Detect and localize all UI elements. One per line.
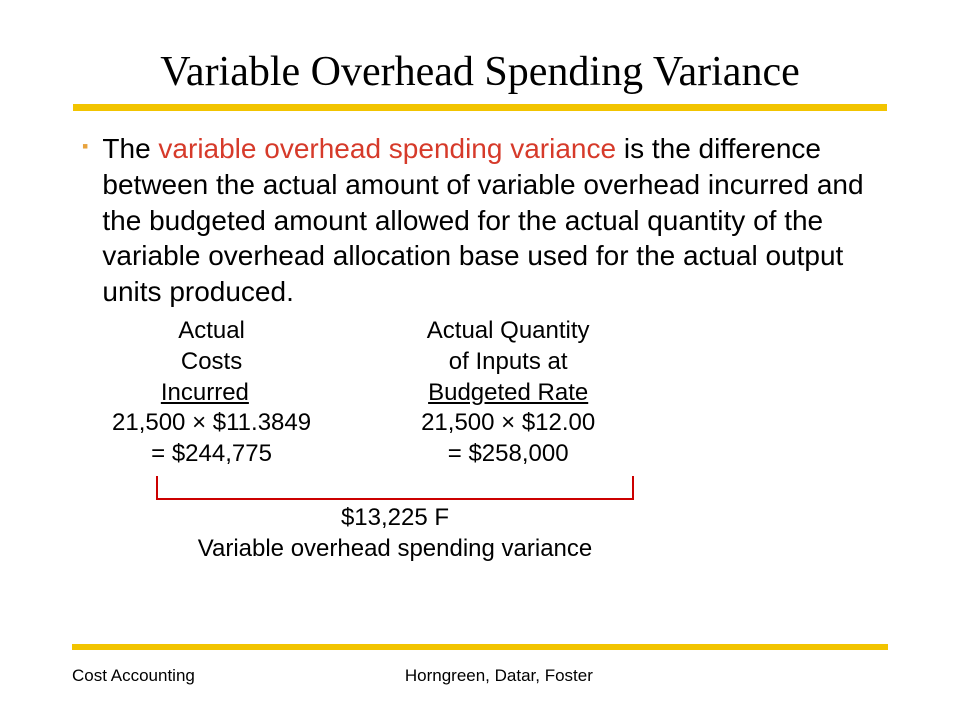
bullet-text: The variable overhead spending variance … (102, 131, 878, 310)
slide-title: Variable Overhead Spending Variance (72, 48, 888, 96)
title-divider (73, 104, 887, 111)
calc-left-result: = $244,775 (112, 439, 311, 470)
footer-right: Horngreen, Datar, Foster (405, 666, 593, 686)
calc-right-expr: 21,500 × $12.00 (421, 408, 595, 439)
variance-label: $13,225 F Variable overhead spending var… (156, 502, 634, 564)
variance-bracket: $13,225 F Variable overhead spending var… (156, 476, 634, 564)
calc-left-h3: Incurred (112, 378, 311, 409)
calc-right-h2: of Inputs at (421, 347, 595, 378)
variance-amount: $13,225 F (156, 502, 634, 533)
slide: Variable Overhead Spending Variance ▪ Th… (0, 0, 960, 720)
bullet-icon: ▪ (82, 137, 88, 155)
bullet-item: ▪ The variable overhead spending varianc… (72, 131, 888, 310)
bottom-divider (72, 644, 888, 650)
footer: Cost Accounting Horngreen, Datar, Foster (72, 666, 888, 686)
calc-left-h1: Actual (112, 316, 311, 347)
calculation-area: Actual Costs Incurred 21,500 × $11.3849 … (72, 316, 888, 470)
calc-left-column: Actual Costs Incurred 21,500 × $11.3849 … (112, 316, 311, 470)
calc-left-h2: Costs (112, 347, 311, 378)
footer-left: Cost Accounting (72, 666, 195, 686)
bracket-shape (156, 476, 634, 500)
bullet-highlight: variable overhead spending variance (158, 133, 616, 164)
variance-name: Variable overhead spending variance (156, 533, 634, 564)
bullet-prefix: The (102, 133, 158, 164)
calc-left-expr: 21,500 × $11.3849 (112, 408, 311, 439)
calc-right-column: Actual Quantity of Inputs at Budgeted Ra… (421, 316, 595, 470)
calc-right-h1: Actual Quantity (421, 316, 595, 347)
calc-right-result: = $258,000 (421, 439, 595, 470)
calc-right-h3: Budgeted Rate (421, 378, 595, 409)
